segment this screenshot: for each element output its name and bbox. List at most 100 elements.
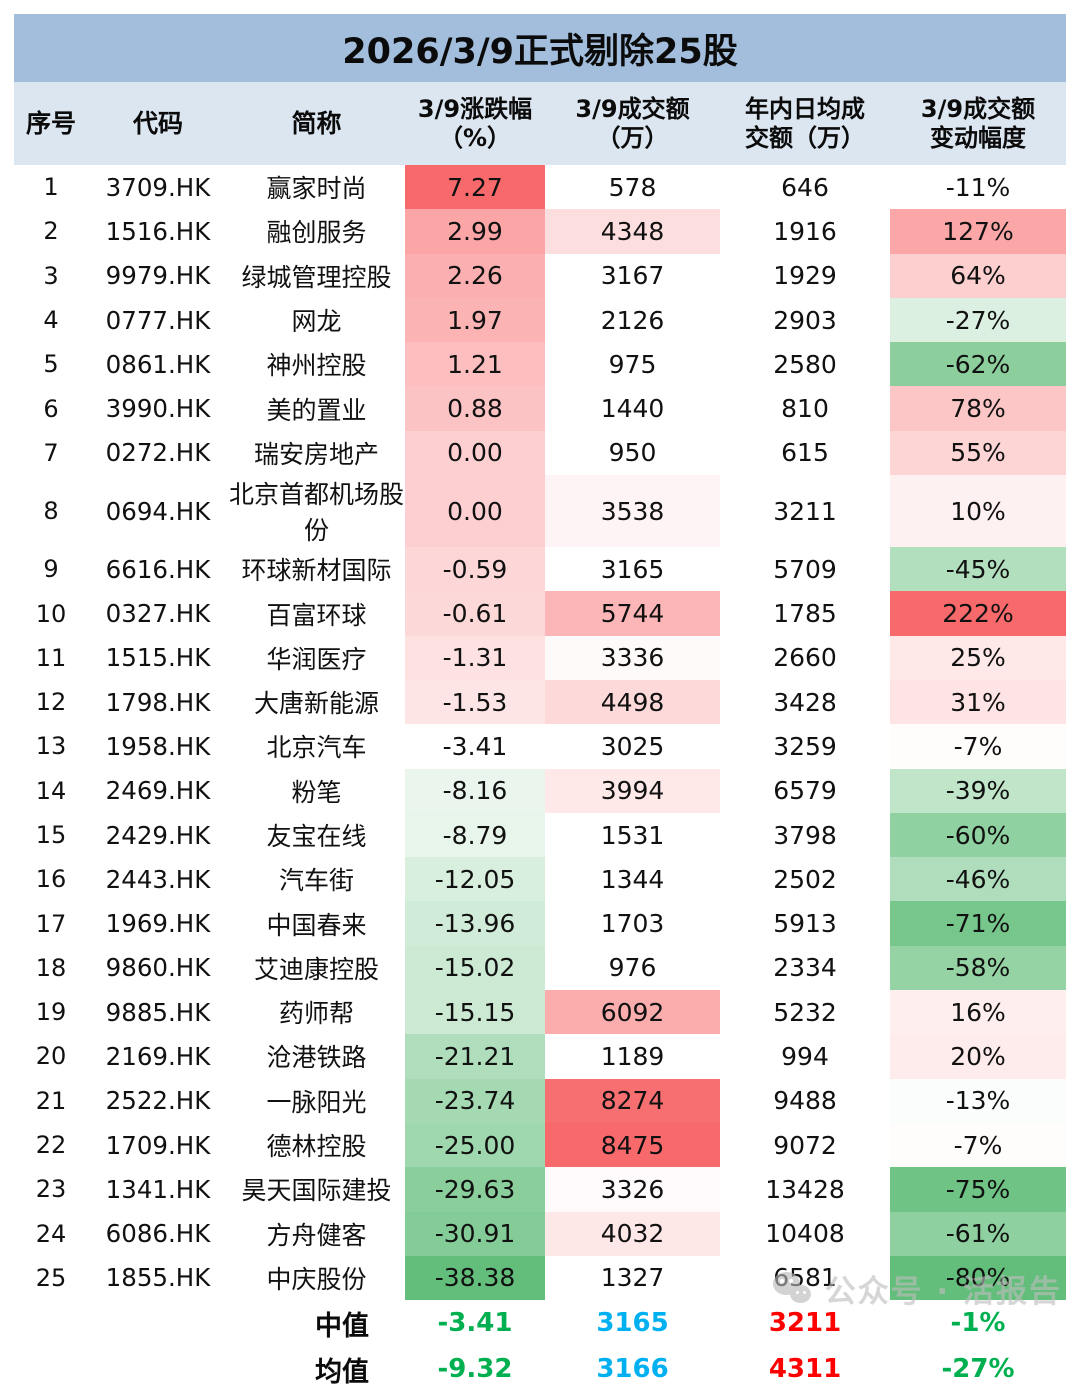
- cell-delta: -61%: [890, 1211, 1066, 1256]
- table-row: 12 1798.HK 大唐新能源 -1.53 4498 3428 31%: [14, 679, 1066, 725]
- cell-change: -25.00: [405, 1122, 545, 1168]
- table-row: 14 2469.HK 粉笔 -8.16 3994 6579 -39%: [14, 768, 1066, 813]
- col-header-index: 序号: [14, 82, 88, 165]
- cell-code: 0777.HK: [88, 297, 228, 343]
- cell-code: 9885.HK: [88, 990, 228, 1035]
- cell-name: 友宝在线: [228, 812, 405, 858]
- cell-change: -0.59: [405, 547, 545, 592]
- cell-change: 2.99: [405, 209, 545, 254]
- table-row: 4 0777.HK 网龙 1.97 2126 2903 -27%: [14, 297, 1066, 343]
- cell-name: 网龙: [228, 297, 405, 343]
- cell-amount: 6092: [545, 990, 720, 1035]
- cell-amount: 975: [545, 342, 720, 387]
- col-header-change: 3/9涨跌幅 （%）: [405, 82, 545, 165]
- cell-index: 20: [14, 1034, 88, 1079]
- cell-amount: 8475: [545, 1122, 720, 1168]
- cell-change: 0.88: [405, 386, 545, 431]
- summary-label: 中值: [14, 1300, 405, 1347]
- cell-code: 0327.HK: [88, 591, 228, 636]
- summary-amount: 3166: [545, 1346, 720, 1392]
- cell-name: 北京汽车: [228, 724, 405, 769]
- cell-index: 16: [14, 857, 88, 902]
- cell-change: 1.21: [405, 342, 545, 387]
- summary-change: -3.41: [405, 1300, 545, 1347]
- cell-index: 9: [14, 547, 88, 592]
- table-header-row: 序号 代码 简称 3/9涨跌幅 （%） 3/9成交额 （万） 年内日均成 交额（万） …: [14, 82, 1066, 165]
- cell-name: 昊天国际建投: [228, 1167, 405, 1212]
- cell-index: 18: [14, 945, 88, 991]
- cell-code: 2169.HK: [88, 1034, 228, 1079]
- cell-code: 1798.HK: [88, 679, 228, 725]
- table-row: 13 1958.HK 北京汽车 -3.41 3025 3259 -7%: [14, 724, 1066, 769]
- cell-avg-amount: 615: [720, 430, 890, 476]
- cell-index: 15: [14, 812, 88, 858]
- cell-amount: 578: [545, 165, 720, 210]
- table-row: 24 6086.HK 方舟健客 -30.91 4032 10408 -61%: [14, 1211, 1066, 1256]
- cell-name: 一脉阳光: [228, 1078, 405, 1123]
- cell-amount: 2126: [545, 297, 720, 343]
- cell-delta: -13%: [890, 1078, 1066, 1123]
- cell-delta: -7%: [890, 1122, 1066, 1168]
- cell-name: 沧港铁路: [228, 1034, 405, 1079]
- summary-avg-amount: 3211: [720, 1300, 890, 1347]
- cell-avg-amount: 1785: [720, 591, 890, 636]
- cell-index: 10: [14, 591, 88, 636]
- cell-index: 5: [14, 342, 88, 387]
- cell-name: 德林控股: [228, 1122, 405, 1168]
- cell-code: 1516.HK: [88, 209, 228, 254]
- col-header-code: 代码: [88, 82, 228, 165]
- cell-amount: 976: [545, 945, 720, 991]
- cell-avg-amount: 3211: [720, 475, 890, 548]
- cell-change: 1.97: [405, 297, 545, 343]
- cell-delta: -11%: [890, 165, 1066, 210]
- cell-name: 美的置业: [228, 386, 405, 431]
- cell-change: -3.41: [405, 724, 545, 769]
- summary-amount: 3165: [545, 1300, 720, 1347]
- cell-change: -30.91: [405, 1211, 545, 1256]
- cell-amount: 1327: [545, 1255, 720, 1301]
- cell-change: -12.05: [405, 857, 545, 902]
- cell-code: 1515.HK: [88, 635, 228, 680]
- cell-delta: 16%: [890, 990, 1066, 1035]
- cell-change: -1.53: [405, 679, 545, 725]
- table-row: 1 3709.HK 赢家时尚 7.27 578 646 -11%: [14, 165, 1066, 210]
- cell-code: 9979.HK: [88, 253, 228, 298]
- cell-change: -8.16: [405, 768, 545, 813]
- cell-name: 汽车街: [228, 857, 405, 902]
- cell-delta: 25%: [890, 635, 1066, 680]
- cell-name: 药师帮: [228, 990, 405, 1035]
- table-row: 2 1516.HK 融创服务 2.99 4348 1916 127%: [14, 209, 1066, 254]
- cell-amount: 1189: [545, 1034, 720, 1079]
- table-row: 15 2429.HK 友宝在线 -8.79 1531 3798 -60%: [14, 812, 1066, 858]
- cell-amount: 3336: [545, 635, 720, 680]
- cell-avg-amount: 5709: [720, 547, 890, 592]
- cell-name: 赢家时尚: [228, 165, 405, 210]
- cell-amount: 1440: [545, 386, 720, 431]
- table-row: 17 1969.HK 中国春来 -13.96 1703 5913 -71%: [14, 901, 1066, 946]
- cell-change: 0.00: [405, 475, 545, 548]
- cell-amount: 3167: [545, 253, 720, 298]
- cell-avg-amount: 1916: [720, 209, 890, 254]
- cell-delta: -46%: [890, 857, 1066, 902]
- table-row: 9 6616.HK 环球新材国际 -0.59 3165 5709 -45%: [14, 547, 1066, 592]
- cell-avg-amount: 646: [720, 165, 890, 210]
- cell-amount: 5744: [545, 591, 720, 636]
- cell-index: 21: [14, 1078, 88, 1123]
- cell-code: 1709.HK: [88, 1122, 228, 1168]
- cell-index: 6: [14, 386, 88, 431]
- cell-name: 百富环球: [228, 591, 405, 636]
- cell-avg-amount: 5232: [720, 990, 890, 1035]
- cell-name: 华润医疗: [228, 635, 405, 680]
- cell-delta: -62%: [890, 342, 1066, 387]
- cell-code: 6086.HK: [88, 1211, 228, 1256]
- cell-code: 1969.HK: [88, 901, 228, 946]
- cell-index: 14: [14, 768, 88, 813]
- cell-index: 22: [14, 1122, 88, 1168]
- cell-change: -21.21: [405, 1034, 545, 1079]
- cell-avg-amount: 2903: [720, 297, 890, 343]
- cell-delta: 127%: [890, 209, 1066, 254]
- cell-avg-amount: 2660: [720, 635, 890, 680]
- summary-change: -9.32: [405, 1346, 545, 1392]
- cell-avg-amount: 2580: [720, 342, 890, 387]
- cell-code: 2443.HK: [88, 857, 228, 902]
